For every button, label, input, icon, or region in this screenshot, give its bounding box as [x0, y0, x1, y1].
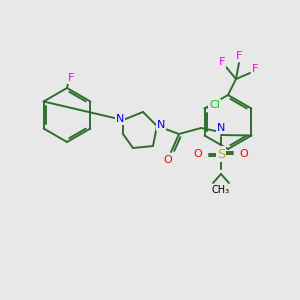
Text: N: N	[116, 114, 124, 124]
Text: N: N	[217, 123, 225, 133]
Text: Cl: Cl	[209, 100, 220, 110]
Text: F: F	[219, 57, 225, 67]
Text: F: F	[252, 64, 258, 74]
Text: S: S	[217, 148, 225, 160]
Text: O: O	[240, 149, 248, 159]
Text: CH₃: CH₃	[212, 185, 230, 195]
Text: N: N	[157, 120, 165, 130]
Text: F: F	[236, 51, 242, 61]
Text: O: O	[164, 155, 172, 165]
Text: F: F	[68, 73, 74, 83]
Text: O: O	[194, 149, 202, 159]
